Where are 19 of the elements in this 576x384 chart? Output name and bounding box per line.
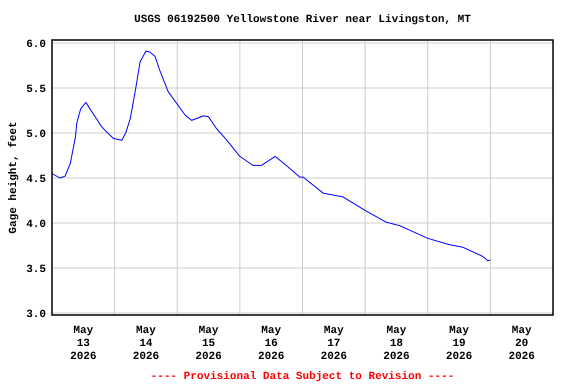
x-tick-label: May 18 2026 — [383, 325, 410, 363]
chart-title: USGS 06192500 Yellowstone River near Livingston, MT — [134, 14, 472, 26]
y-tick-label: 3.0 — [26, 308, 46, 321]
x-tick-label: May 20 2026 — [508, 325, 535, 363]
y-tick-label: 5.0 — [26, 128, 46, 141]
y-tick-label: 5.5 — [26, 84, 46, 96]
y-tick-label: 6.0 — [26, 38, 46, 51]
x-tick-label: May 13 2026 — [70, 325, 97, 363]
text: ---- Provisional Data Subject to Revision ---- — [150, 371, 454, 383]
x-tick-label: May 16 2026 — [258, 325, 284, 363]
y-tick-label: 3.5 — [26, 264, 46, 276]
line-series — [52, 50, 491, 262]
x-tick-label: May 17 2026 — [320, 325, 348, 363]
y-tick-label: 4.5 — [26, 174, 46, 186]
y-axis-title: Gage height, feet — [7, 121, 20, 234]
x-tick-label: May 14 2026 — [132, 325, 160, 363]
x-tick-label: May 19 2026 — [446, 325, 472, 363]
x-tick-label: May 15 2026 — [195, 325, 222, 363]
y-tick-label: 4.0 — [26, 218, 46, 231]
